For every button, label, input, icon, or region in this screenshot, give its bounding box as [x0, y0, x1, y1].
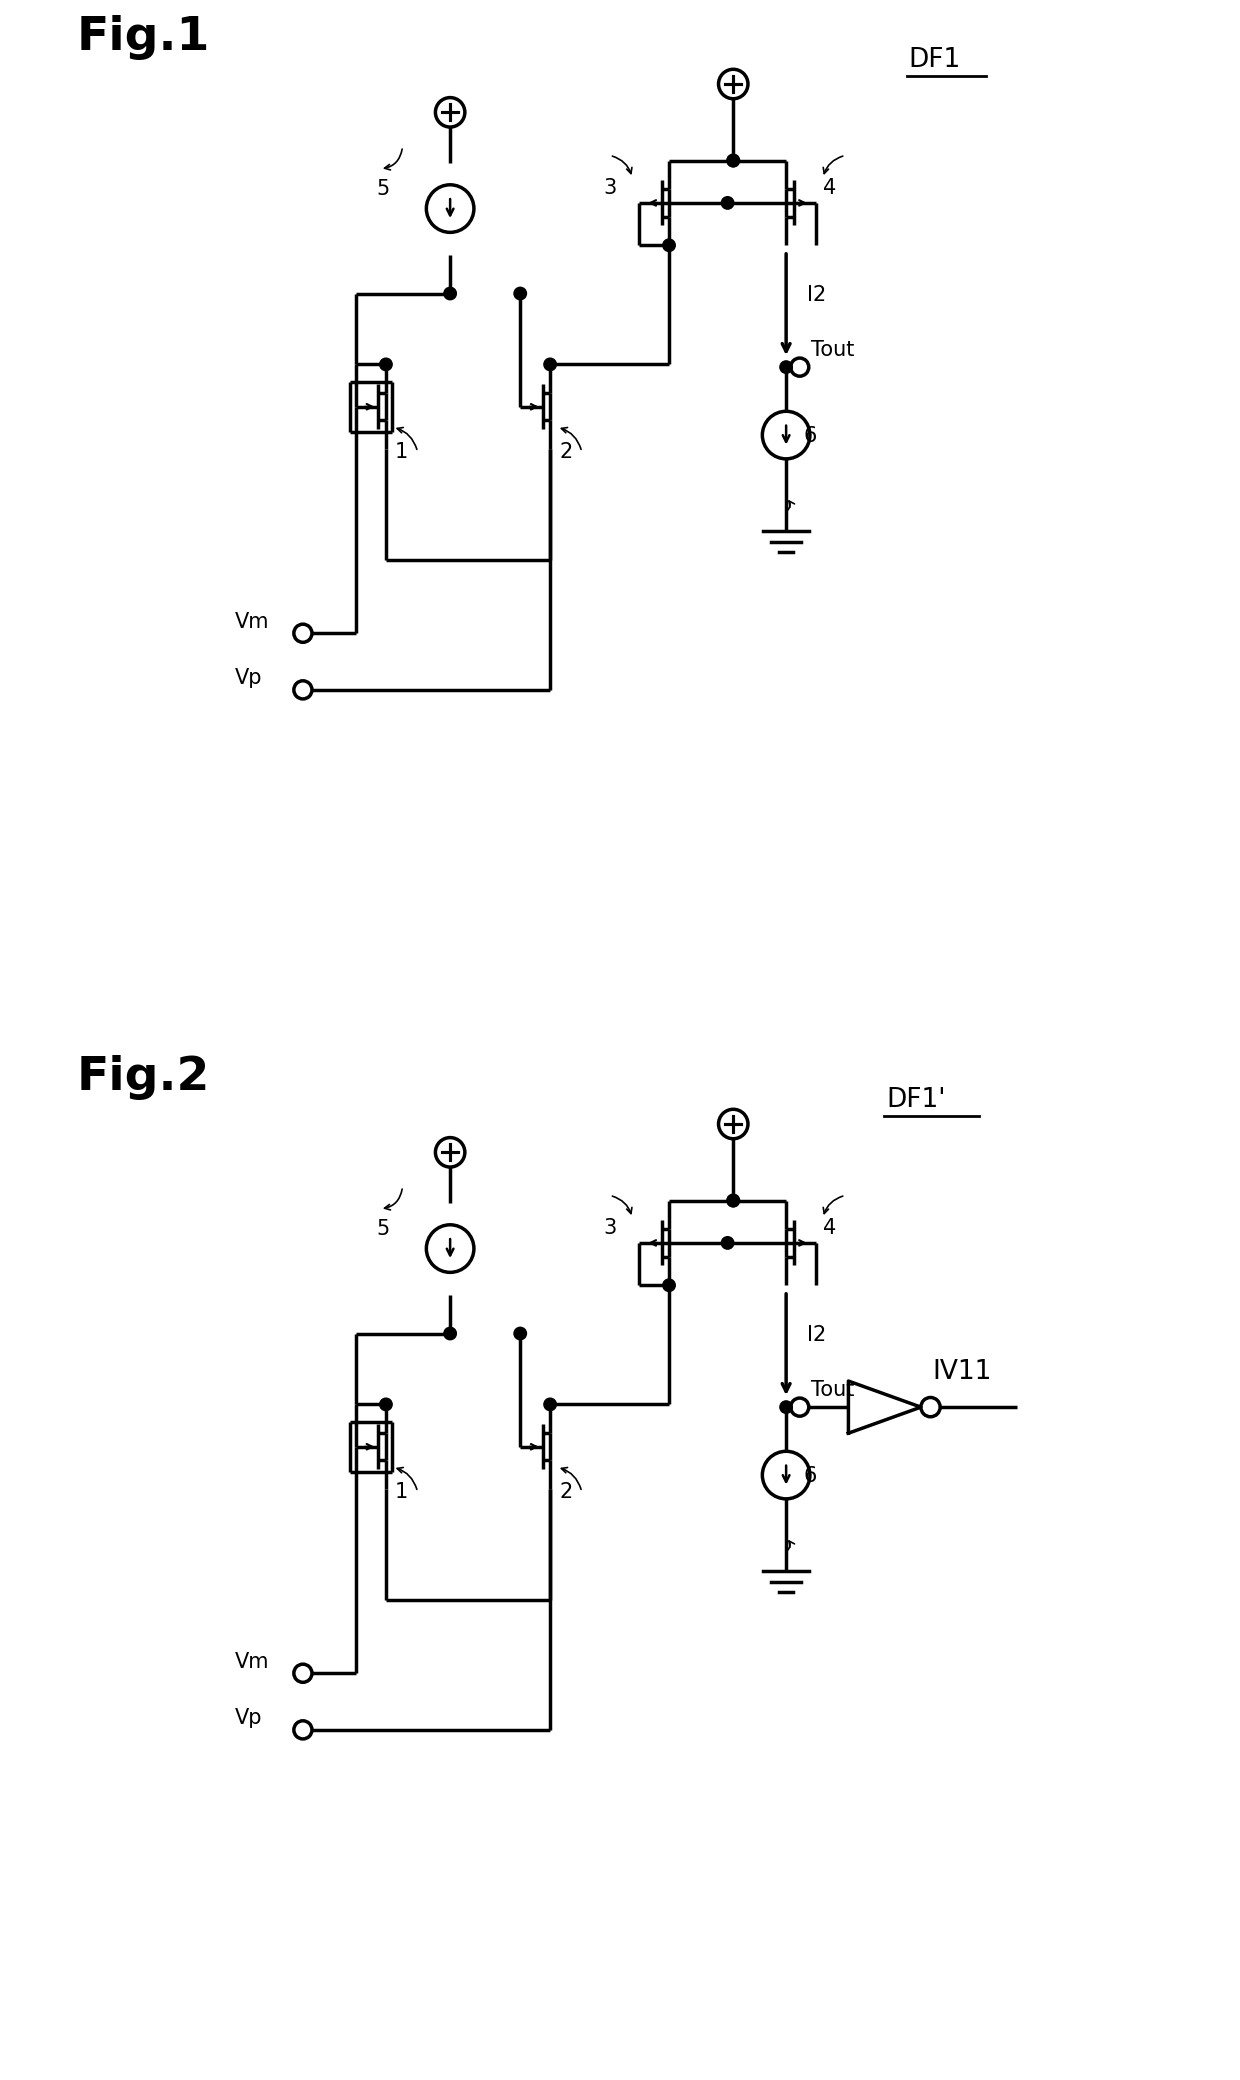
Text: Tout: Tout — [811, 339, 854, 360]
Text: 4: 4 — [823, 179, 836, 198]
Text: DF1: DF1 — [909, 48, 961, 73]
Circle shape — [444, 287, 456, 300]
Circle shape — [444, 1327, 456, 1340]
Text: 3: 3 — [603, 179, 616, 198]
Text: 6: 6 — [804, 1466, 816, 1485]
Text: Vm: Vm — [234, 1652, 269, 1672]
Circle shape — [515, 1327, 527, 1340]
Circle shape — [780, 1402, 792, 1412]
Text: I2: I2 — [806, 285, 826, 304]
Circle shape — [727, 154, 739, 166]
Text: 2: 2 — [559, 1481, 573, 1502]
Circle shape — [722, 1238, 734, 1250]
Circle shape — [663, 239, 676, 252]
Circle shape — [544, 1398, 557, 1410]
Circle shape — [544, 358, 557, 370]
Text: Vp: Vp — [234, 668, 263, 688]
Circle shape — [379, 358, 392, 370]
Text: Tout: Tout — [811, 1379, 854, 1400]
Circle shape — [515, 287, 527, 300]
Text: 5: 5 — [377, 179, 389, 200]
Text: 3: 3 — [603, 1219, 616, 1238]
Text: DF1': DF1' — [887, 1088, 946, 1113]
Circle shape — [727, 1194, 739, 1206]
Circle shape — [727, 1194, 739, 1206]
Circle shape — [379, 1398, 392, 1410]
Text: Fig.1: Fig.1 — [77, 15, 210, 60]
Text: 6: 6 — [804, 426, 816, 445]
Text: I2: I2 — [806, 1325, 826, 1344]
Circle shape — [663, 1279, 676, 1292]
Text: Vm: Vm — [234, 612, 269, 632]
Circle shape — [727, 154, 739, 166]
Circle shape — [722, 198, 734, 210]
Text: 2: 2 — [559, 441, 573, 462]
Text: Fig.2: Fig.2 — [77, 1055, 210, 1100]
Circle shape — [780, 362, 792, 372]
Text: 5: 5 — [377, 1219, 389, 1240]
Text: 1: 1 — [396, 441, 408, 462]
Text: IV11: IV11 — [932, 1358, 992, 1385]
Text: 4: 4 — [823, 1219, 836, 1238]
Text: 1: 1 — [396, 1481, 408, 1502]
Text: Vp: Vp — [234, 1708, 263, 1728]
